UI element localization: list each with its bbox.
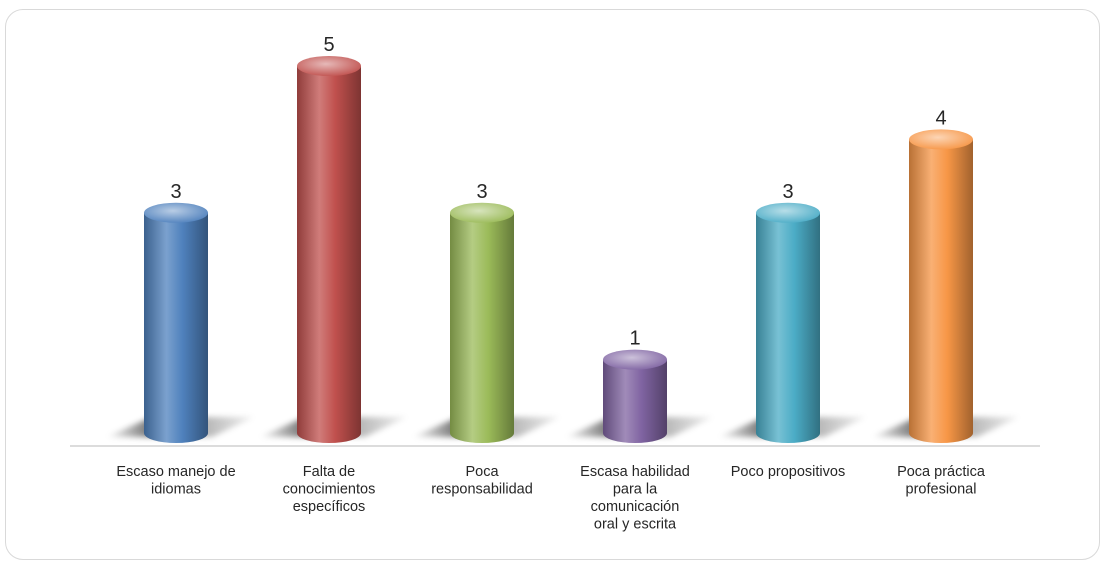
category-label-4: Escasa habilidad para la comunicación oral … <box>580 464 690 533</box>
bar-2 <box>297 66 361 443</box>
data-label-4: 1 <box>629 328 640 350</box>
category-label-3: Poca responsabilidad <box>431 464 533 498</box>
data-label-3: 3 <box>476 181 487 203</box>
bar-5 <box>756 212 820 443</box>
bar-3 <box>450 212 514 443</box>
bar-1 <box>144 212 208 443</box>
data-label-5: 3 <box>782 181 793 203</box>
data-label-6: 4 <box>935 107 946 129</box>
category-label-6: Poca práctica profesional <box>897 464 986 498</box>
category-labels: Escaso manejo de idiomas Falta de conocimie… <box>116 464 986 533</box>
bar-cap-4 <box>603 349 667 370</box>
data-label-1: 3 <box>170 181 181 203</box>
bar-cap-3 <box>450 202 514 223</box>
bar-cap-2 <box>297 56 361 76</box>
category-label-1: Escaso manejo de idiomas <box>116 464 235 498</box>
category-label-2: Falta de conocimientos específicos <box>283 464 376 515</box>
category-label-5: Poco propositivos <box>731 464 845 480</box>
bar-6 <box>909 139 973 443</box>
data-labels: 3 5 3 1 3 4 <box>170 34 946 350</box>
bars-group <box>106 56 1019 443</box>
bar-cap-6 <box>909 129 973 150</box>
bar-cap-1 <box>144 202 208 223</box>
bar-cap-5 <box>756 202 820 223</box>
data-label-2: 5 <box>323 34 334 56</box>
bar-4 <box>603 359 667 443</box>
